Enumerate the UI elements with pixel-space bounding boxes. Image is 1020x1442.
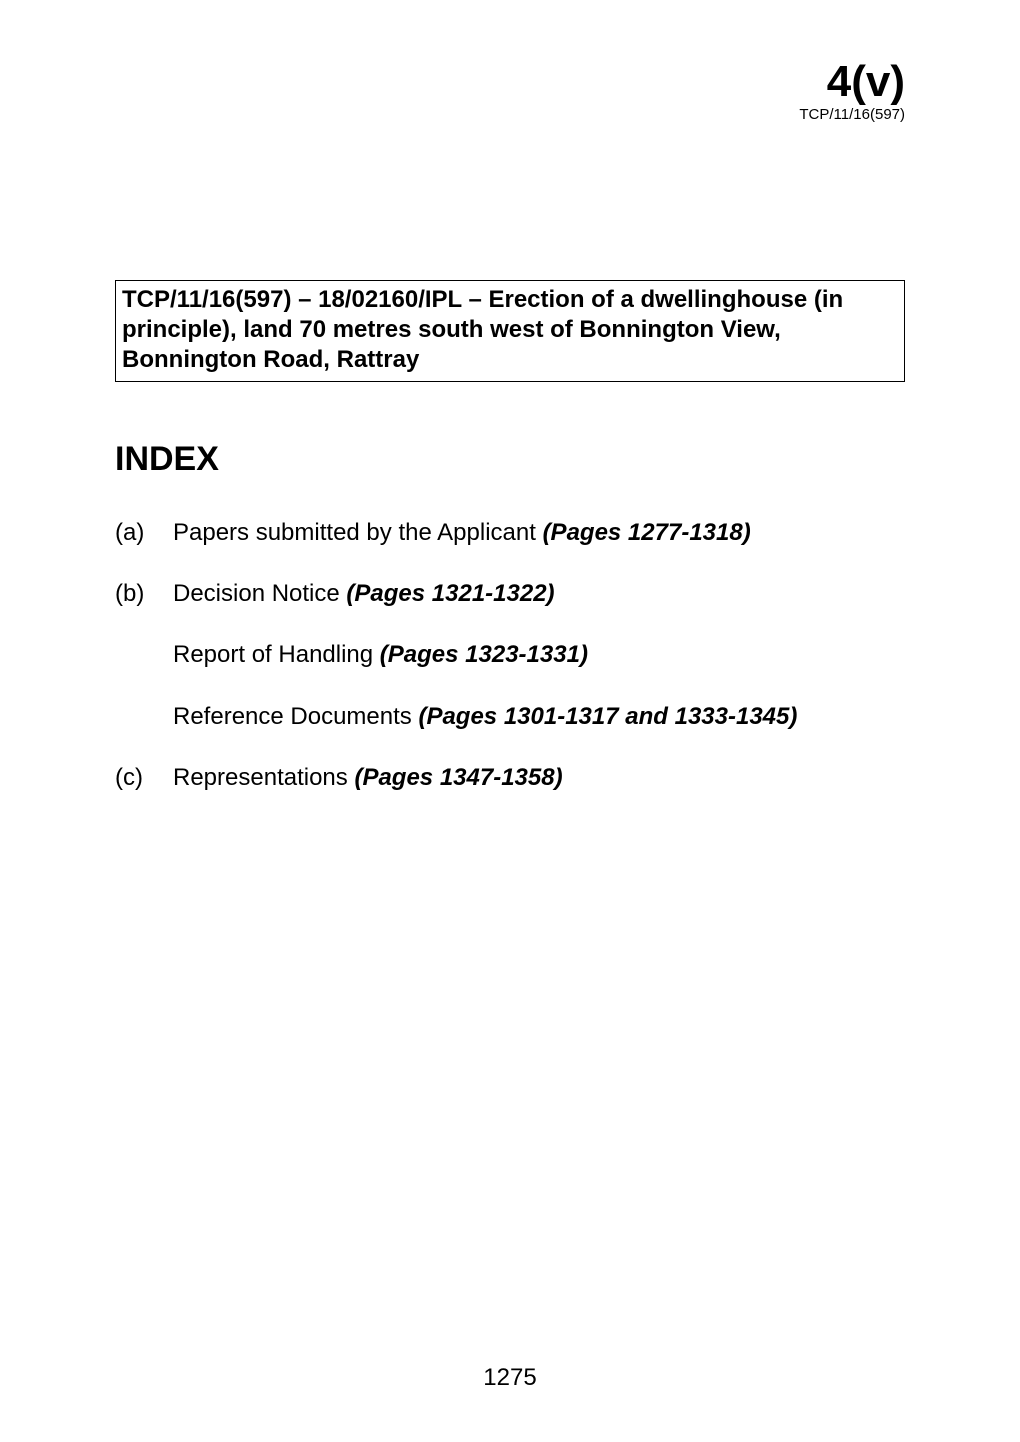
list-text: Report of Handling xyxy=(173,641,380,668)
document-page: 4(v) TCP/11/16(597) TCP/11/16(597) – 18/… xyxy=(0,0,1020,1442)
pages-ref: (Pages 1323-1331) xyxy=(380,641,588,668)
pages-ref: (Pages 1277-1318) xyxy=(543,519,751,546)
list-body: Representations (Pages 1347-1358) xyxy=(173,762,905,793)
doc-number: 4(v) xyxy=(799,60,905,104)
list-item: (b) Decision Notice (Pages 1321-1322) Re… xyxy=(115,578,905,732)
pages-ref: (Pages 1347-1358) xyxy=(354,764,562,791)
header-block: 4(v) TCP/11/16(597) xyxy=(799,60,905,123)
list-marker: (b) xyxy=(115,578,173,732)
list-text: Representations xyxy=(173,764,354,791)
list-marker: (a) xyxy=(115,517,173,548)
pages-ref: (Pages 1301-1317 and 1333-1345) xyxy=(418,703,797,730)
list-text: Reference Documents xyxy=(173,703,418,730)
pages-ref: (Pages 1321-1322) xyxy=(346,580,554,607)
index-heading: INDEX xyxy=(115,440,905,479)
list-text: Decision Notice xyxy=(173,580,346,607)
list-body: Decision Notice (Pages 1321-1322) Report… xyxy=(173,578,905,732)
list-marker: (c) xyxy=(115,762,173,793)
list-item: (a) Papers submitted by the Applicant (P… xyxy=(115,517,905,548)
list-text: Papers submitted by the Applicant xyxy=(173,519,543,546)
index-list: (a) Papers submitted by the Applicant (P… xyxy=(115,517,905,793)
doc-ref: TCP/11/16(597) xyxy=(799,106,905,123)
list-body: Papers submitted by the Applicant (Pages… xyxy=(173,517,905,548)
page-number: 1275 xyxy=(0,1364,1020,1392)
list-item: (c) Representations (Pages 1347-1358) xyxy=(115,762,905,793)
title-box: TCP/11/16(597) – 18/02160/IPL – Erection… xyxy=(115,280,905,382)
